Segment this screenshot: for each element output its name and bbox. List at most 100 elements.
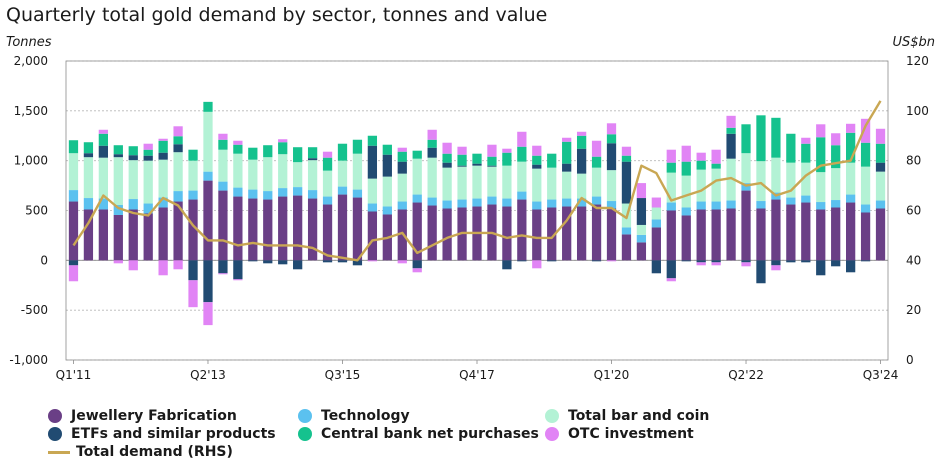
bar-segment — [367, 260, 378, 262]
bar-segment — [726, 200, 736, 209]
bar-segment — [367, 211, 378, 261]
bar-segment — [711, 168, 721, 202]
bar-segment — [278, 188, 288, 197]
bar-segment — [576, 131, 587, 136]
chart-svg: -1,000 -500 0 500 1,000 1,500 2,000 0 20 40 60 80 10… — [9, 54, 929, 382]
legend-swatch-total-demand — [48, 450, 70, 454]
bar-segment — [816, 172, 826, 203]
x-tick-label: Q3'24 — [863, 368, 899, 382]
legend-item-otc: OTC investment — [545, 426, 694, 442]
bar-segment — [352, 153, 363, 190]
bar-segment — [666, 202, 676, 211]
bar-segment — [846, 162, 856, 195]
bar-segment — [203, 302, 213, 326]
y2-tick-label: 60 — [906, 204, 921, 218]
bar-segment — [98, 145, 108, 158]
bar-segment — [173, 144, 183, 153]
bar-segment — [233, 187, 243, 197]
bar-segment — [218, 149, 228, 182]
bar-segment — [158, 260, 168, 276]
bar-segment — [307, 198, 318, 261]
bar-segment — [562, 137, 572, 142]
chart-title: Quarterly total gold demand by sector, t… — [6, 4, 548, 26]
bar-segment — [457, 154, 467, 166]
bar-segment — [801, 162, 811, 196]
bar-segment — [741, 262, 751, 267]
bar-segment — [547, 153, 557, 168]
bar-segment — [711, 262, 721, 266]
bar-segment — [233, 144, 243, 154]
bar-segment — [173, 136, 183, 145]
bar-segment — [666, 149, 676, 163]
bar-segment — [263, 157, 273, 192]
bar-segment — [517, 191, 527, 200]
bar-segment — [591, 204, 602, 261]
bar-segment — [412, 194, 422, 203]
bar-segment — [158, 159, 168, 198]
bar-segment — [547, 207, 557, 261]
bar-segment — [98, 133, 108, 146]
bar-segment — [771, 265, 781, 271]
x-tick-label: Q2'22 — [728, 368, 764, 382]
bar-segment — [113, 154, 123, 158]
total-demand-line — [72, 100, 882, 262]
bar-segment — [651, 197, 661, 208]
bar-segment — [367, 135, 378, 146]
bar-segment — [457, 199, 467, 208]
bar-segment — [427, 157, 437, 198]
bar-segment — [472, 153, 482, 164]
bar-segment — [831, 207, 841, 261]
bar-segment — [278, 154, 288, 189]
y-tick-label: 1,500 — [14, 104, 48, 118]
bar-segment — [846, 202, 856, 261]
bar-segment — [786, 204, 796, 261]
bar-segment — [621, 227, 632, 235]
y2-tick-label: 40 — [906, 253, 921, 267]
bar-segment — [293, 162, 303, 188]
bar-segment — [128, 260, 138, 271]
bar-segment — [218, 273, 228, 275]
legend-swatch-otc — [545, 427, 559, 441]
bar-segment — [188, 280, 198, 308]
bar-segment — [322, 157, 333, 171]
bar-segment — [337, 143, 348, 161]
bar-segment — [128, 146, 138, 156]
bar-segment — [696, 152, 706, 161]
bar-segment — [487, 165, 497, 167]
bar-segment — [591, 140, 602, 157]
bar-segment — [576, 206, 587, 261]
bar-segment — [771, 157, 781, 193]
bar-segment — [218, 181, 228, 191]
bar-segment — [68, 140, 79, 154]
bar-segment — [397, 209, 407, 261]
bar-segment — [756, 260, 766, 284]
bar-segment — [636, 183, 647, 199]
bar-segment — [427, 147, 437, 158]
legend-label-etfs: ETFs and similar products — [71, 426, 276, 442]
bar-segment — [68, 153, 79, 191]
bar-segment — [293, 260, 303, 270]
bar-segment — [786, 197, 796, 205]
bar-segment — [427, 129, 437, 140]
bar-segment — [606, 260, 617, 262]
bar-segment — [502, 206, 512, 261]
right-axis-unit: US$bn — [892, 35, 935, 50]
bar-segment — [382, 154, 392, 177]
bar-segment — [621, 146, 632, 156]
bar-segment — [337, 186, 348, 195]
left-axis-unit: Tonnes — [6, 35, 52, 50]
bar-segment — [621, 155, 632, 162]
bar-segment — [397, 151, 407, 162]
bar-segment — [382, 176, 392, 207]
bar-segment — [322, 204, 333, 261]
bar-segment — [352, 197, 363, 261]
bar-segment — [756, 201, 766, 209]
bar-segment — [860, 142, 871, 167]
bar-segment — [621, 234, 632, 261]
bar-segment — [442, 200, 452, 209]
bar-segment — [726, 158, 736, 201]
bar-segment — [502, 148, 512, 153]
bar-segment — [875, 200, 886, 209]
bar-segment — [397, 260, 407, 264]
bar-segment — [128, 155, 138, 161]
